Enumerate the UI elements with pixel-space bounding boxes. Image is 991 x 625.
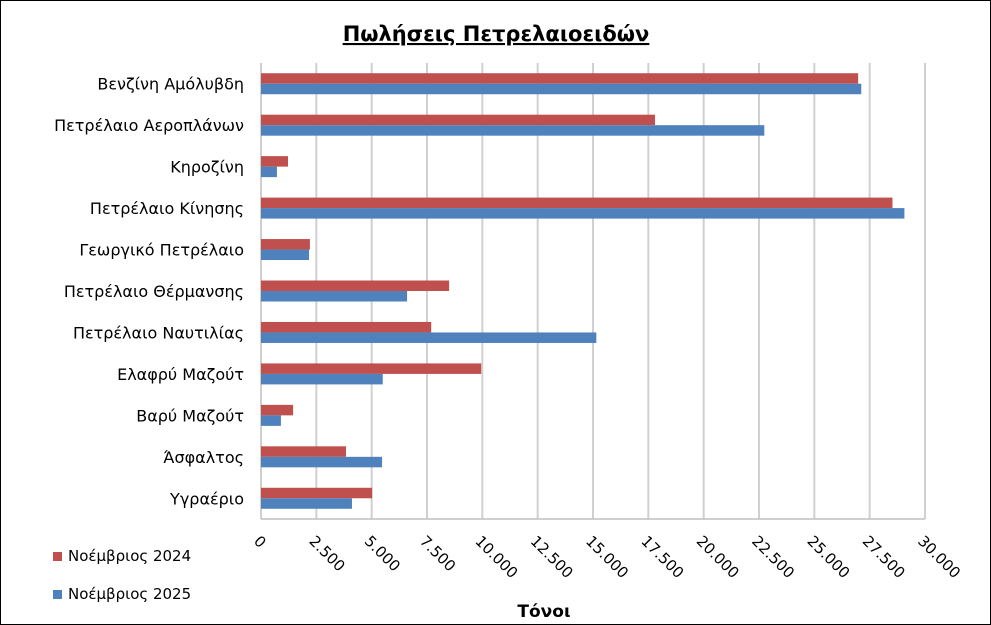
x-tick-label: 7.500	[416, 532, 459, 575]
x-tick-label: 30.000	[914, 532, 964, 582]
bar-2024	[261, 404, 294, 416]
y-category-label: Πετρέλαιο Κίνησης	[90, 199, 244, 218]
bar-2025	[261, 415, 281, 426]
legend-label: Νοέμβριος 2025	[68, 585, 191, 603]
y-category-label: Πετρέλαιο Ναυτιλίας	[73, 323, 244, 342]
y-category-label: Πετρέλαιο Αεροπλάνων	[54, 116, 244, 135]
bar-2025	[261, 291, 408, 302]
x-tick-label: 20.000	[693, 532, 743, 582]
bar-2024	[261, 114, 655, 126]
x-tick-label: 10.000	[472, 532, 522, 582]
y-category-label: Υγραέριο	[169, 489, 244, 508]
y-category-label: Βενζίνη Αμόλυβδη	[97, 75, 244, 94]
bar-2025	[261, 456, 383, 468]
y-category-label: Άσφαλτος	[163, 448, 244, 467]
bar-2025	[261, 166, 277, 178]
bar-2025	[261, 83, 862, 95]
bar-2024	[261, 197, 893, 209]
x-tick-label: 27.500	[859, 532, 909, 582]
x-axis-label: Τόνοι	[517, 602, 570, 622]
bar-2025	[261, 249, 310, 261]
x-tick-label: 22.500	[748, 532, 798, 582]
bar-2025	[261, 373, 383, 385]
bar-2024	[261, 280, 450, 291]
bar-2025	[261, 332, 597, 343]
bar-2024	[261, 73, 859, 84]
bar-2024	[261, 239, 310, 250]
x-tick-label: 25.000	[804, 532, 854, 582]
x-tick-label: 5.000	[361, 532, 404, 575]
bar-2025	[261, 125, 765, 136]
bar-2024	[261, 363, 482, 374]
x-tick-label: 12.500	[527, 532, 577, 582]
bar-2024	[261, 321, 432, 333]
y-category-label: Πετρέλαιο Θέρμανσης	[64, 282, 244, 301]
x-tick-label: 2.500	[306, 532, 349, 575]
bar-2025	[261, 498, 352, 509]
bar-2024	[261, 446, 346, 457]
y-category-label: Βαρύ Μαζούτ	[136, 406, 244, 425]
y-category-label: Γεωργικό Πετρέλαιο	[79, 241, 244, 260]
x-tick-label: 0	[250, 532, 269, 551]
bar-2024	[261, 487, 373, 499]
legend-swatch	[53, 590, 62, 599]
legend-swatch	[53, 552, 62, 561]
x-tick-label: 15.000	[582, 532, 632, 582]
x-tick-label: 17.500	[638, 532, 688, 582]
y-category-label: Ελαφρύ Μαζούτ	[117, 365, 244, 384]
bar-2025	[261, 208, 905, 219]
legend-label: Νοέμβριος 2024	[68, 547, 191, 565]
chart-title: Πωλήσεις Πετρελαιοειδών	[343, 22, 650, 46]
bar-2024	[261, 156, 289, 167]
y-category-label: Κηροζίνη	[170, 158, 244, 177]
